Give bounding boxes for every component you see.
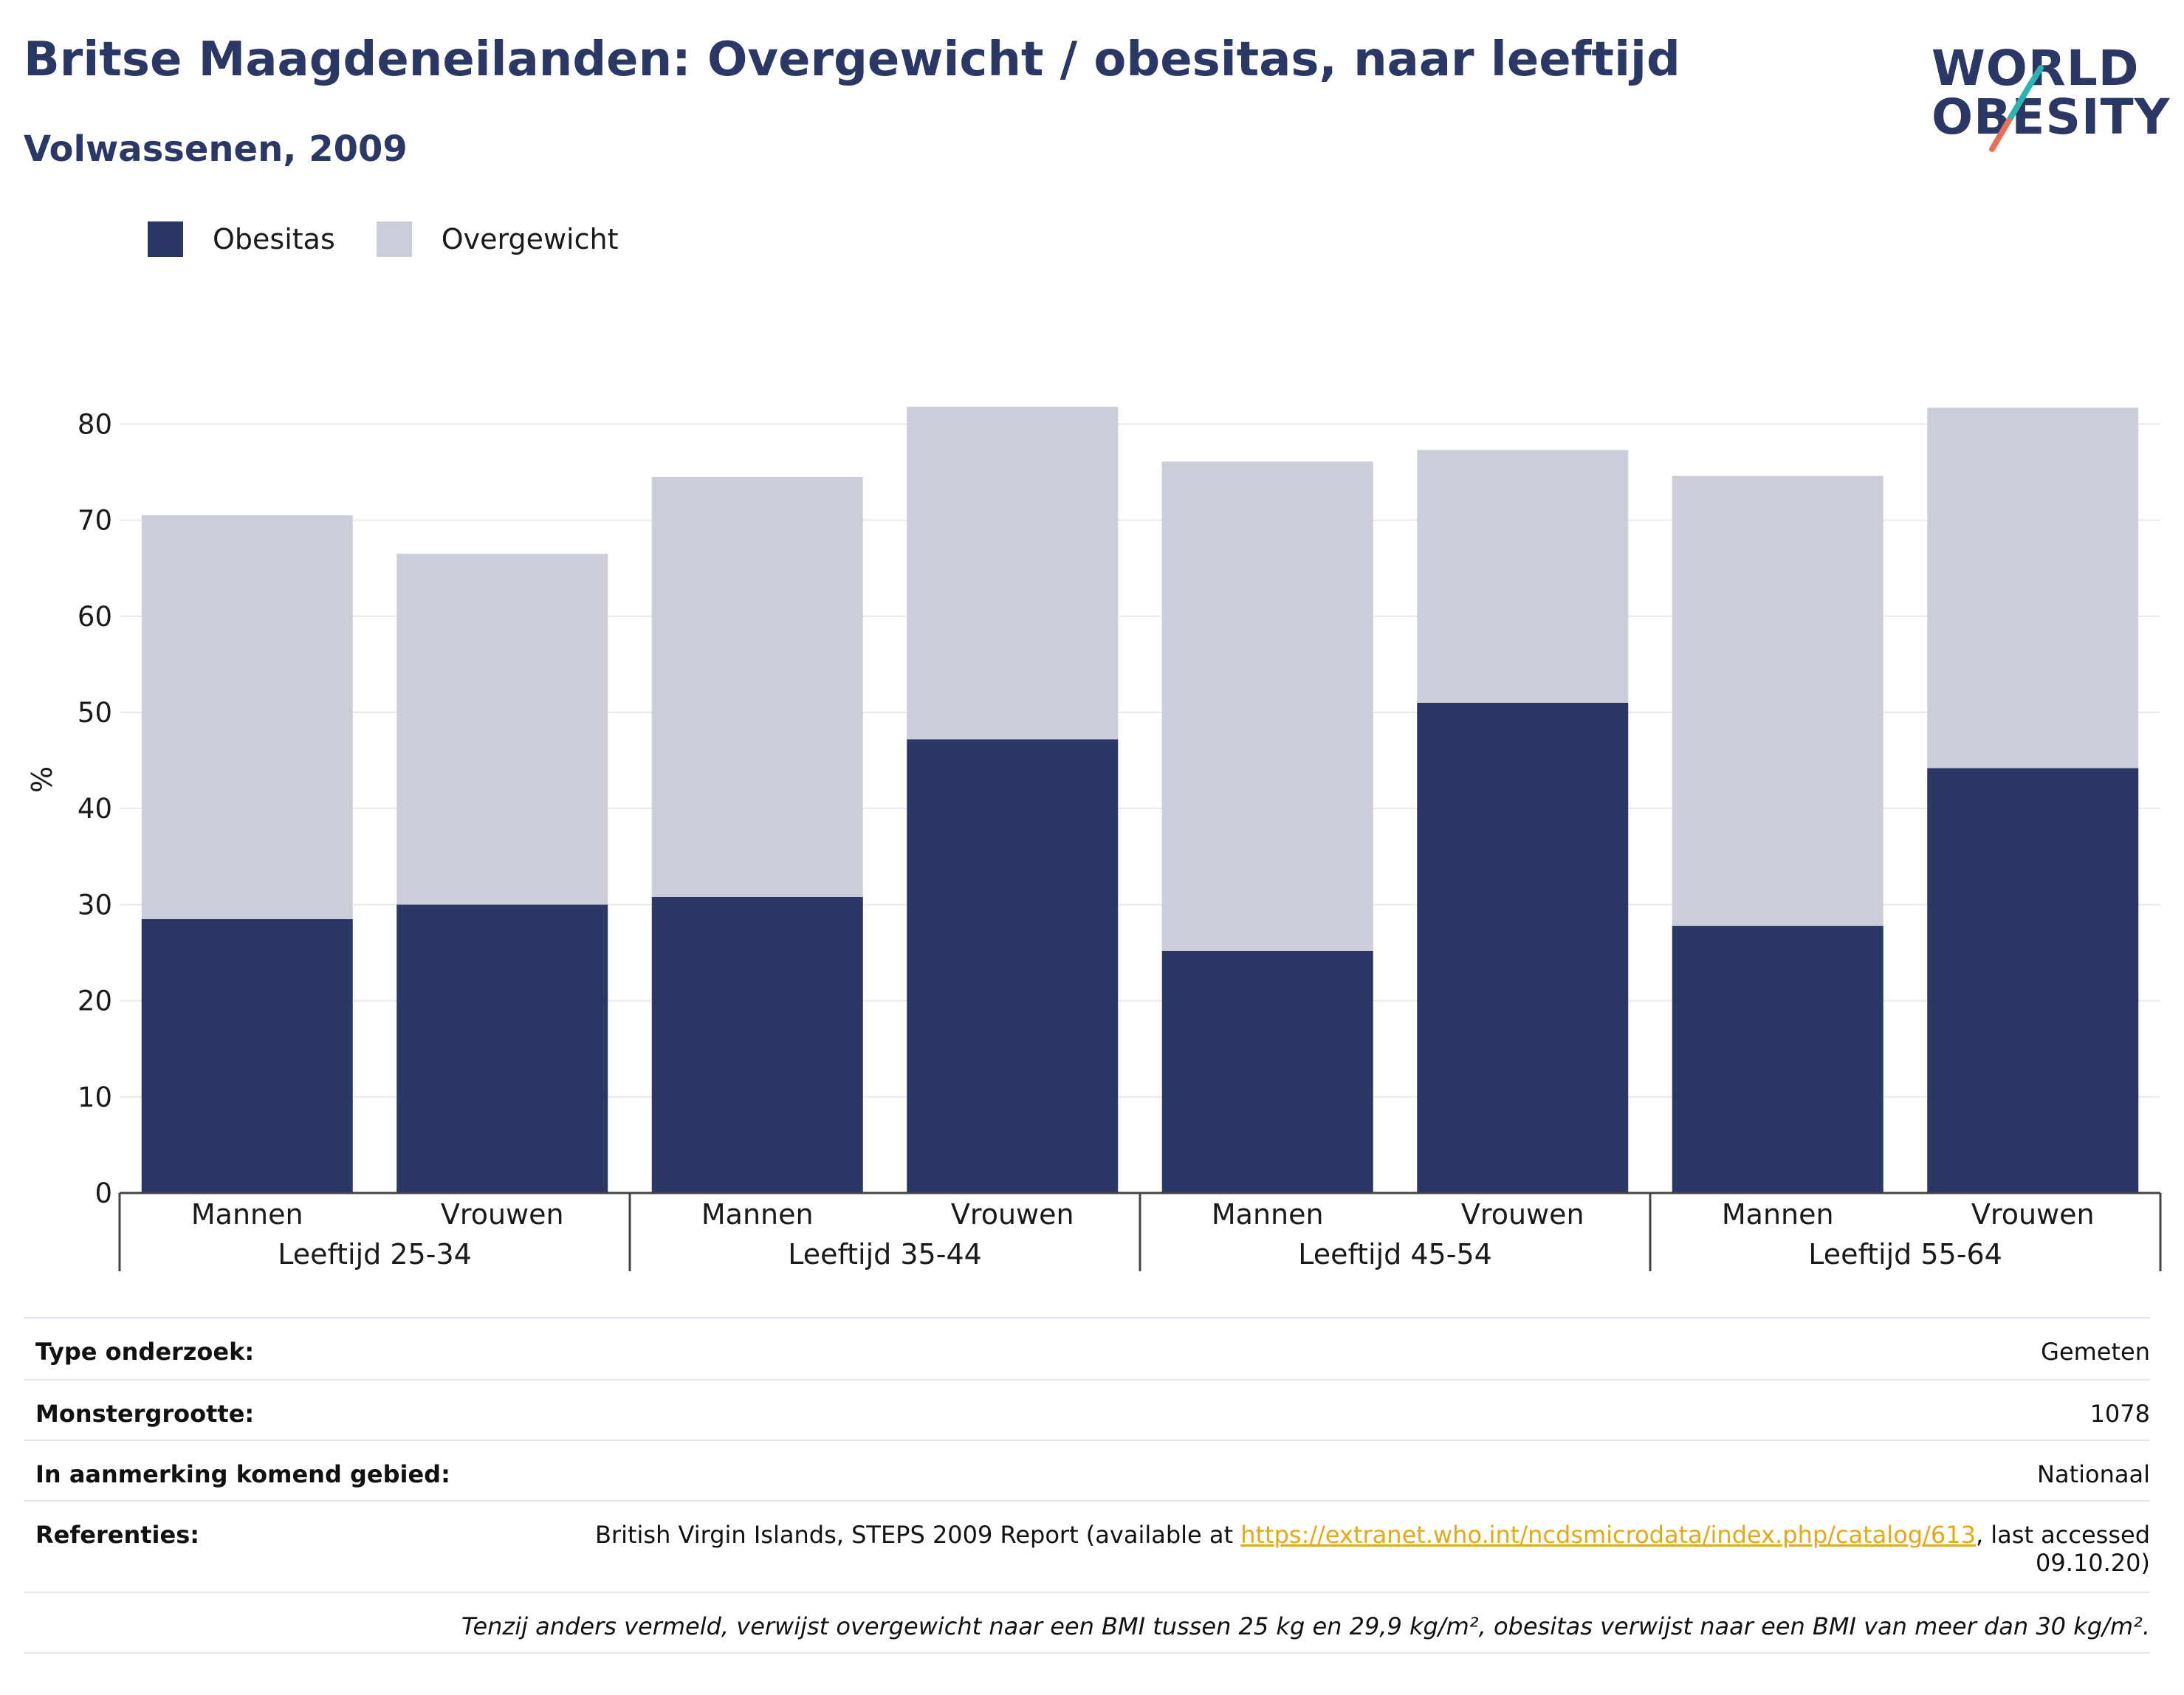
reference-text-line2: 09.10.20)	[2036, 1549, 2150, 1577]
x-category-label: Mannen	[191, 1198, 303, 1231]
x-category-label: Vrouwen	[441, 1198, 564, 1231]
y-tick-label: 60	[78, 601, 112, 633]
info-row-note: Tenzij anders vermeld, verwijst overgewi…	[24, 1592, 2150, 1654]
reference-text-before: British Virgin Islands, STEPS 2009 Repor…	[594, 1521, 1241, 1549]
bar-obesitas	[396, 904, 608, 1193]
info-row-area: In aanmerking komend gebied: Nationaal	[24, 1440, 2150, 1500]
info-value: 1078	[2089, 1400, 2150, 1428]
bar-overgewicht	[1161, 461, 1373, 951]
bar-overgewicht	[1927, 408, 2139, 769]
legend-swatch-overgewicht	[376, 221, 412, 257]
info-label: Type onderzoek:	[35, 1338, 255, 1366]
x-category-label: Mannen	[1212, 1198, 1324, 1231]
survey-info-table: Type onderzoek: Gemeten Monstergrootte: …	[24, 1317, 2150, 1654]
legend-item-obesitas[interactable]: Obesitas	[148, 221, 335, 257]
x-category-label: Vrouwen	[1971, 1198, 2095, 1231]
legend-item-overgewicht[interactable]: Overgewicht	[376, 221, 619, 257]
reference-link[interactable]: https://extranet.who.int/ncdsmicrodata/i…	[1240, 1521, 1976, 1549]
y-tick-label: 0	[95, 1177, 112, 1209]
info-row-sample-size: Monstergrootte: 1078	[24, 1379, 2150, 1440]
y-tick-label: 20	[78, 986, 112, 1017]
bar-obesitas	[1672, 926, 1883, 1193]
definition-note: Tenzij anders vermeld, verwijst overgewi…	[461, 1612, 2150, 1640]
legend-label-obesitas: Obesitas	[213, 223, 335, 255]
page-title: Britse Maagdeneilanden: Overgewicht / ob…	[24, 32, 1680, 87]
x-group-label: Leeftijd 35-44	[788, 1238, 982, 1271]
bar-obesitas	[1927, 768, 2139, 1193]
bar-obesitas	[141, 918, 353, 1193]
reference-text-after: , last accessed	[1975, 1521, 2150, 1549]
y-tick-label: 70	[78, 505, 112, 537]
x-group-label: Leeftijd 55-64	[1808, 1238, 2002, 1271]
legend-swatch-obesitas	[148, 221, 183, 257]
page-subtitle: Volwassenen, 2009	[24, 128, 408, 170]
x-group-label: Leeftijd 45-54	[1298, 1238, 1492, 1271]
bar-obesitas	[1161, 950, 1373, 1193]
x-category-label: Mannen	[1722, 1198, 1834, 1231]
bar-overgewicht	[1417, 450, 1629, 703]
x-group-label: Leeftijd 25-34	[278, 1238, 472, 1271]
legend-label-overgewicht: Overgewicht	[441, 223, 619, 255]
info-label: Monstergrootte:	[35, 1400, 255, 1428]
info-row-references: Referenties: British Virgin Islands, STE…	[24, 1500, 2150, 1592]
bar-overgewicht	[651, 477, 863, 897]
x-category-label: Vrouwen	[1461, 1198, 1584, 1231]
info-value: Nationaal	[2037, 1460, 2150, 1488]
logo-line-1: WORLD	[1931, 40, 2140, 97]
y-tick-label: 10	[78, 1082, 112, 1113]
bar-overgewicht	[141, 515, 353, 919]
y-tick-label: 80	[78, 408, 112, 440]
info-label: Referenties:	[35, 1521, 200, 1549]
info-value: Gemeten	[2041, 1338, 2150, 1366]
x-category-label: Vrouwen	[951, 1198, 1074, 1231]
logo-line-2: OBESITY	[1931, 89, 2171, 145]
logo-slash-icon	[1989, 65, 2044, 152]
info-row-type: Type onderzoek: Gemeten	[24, 1317, 2150, 1379]
y-tick-label: 30	[78, 889, 112, 921]
y-tick-label: 40	[78, 793, 112, 825]
bar-obesitas	[907, 739, 1119, 1193]
bar-overgewicht	[907, 406, 1119, 740]
reference-text: British Virgin Islands, STEPS 2009 Repor…	[595, 1521, 2150, 1577]
chart-legend: Obesitas Overgewicht	[148, 219, 660, 260]
bar-overgewicht	[1672, 475, 1883, 926]
y-tick-label: 50	[78, 697, 112, 729]
y-axis-label: %	[26, 766, 58, 793]
bar-overgewicht	[396, 554, 608, 905]
stacked-bar-chart: 0 10 20 30 40 50 60 70 80% Mannen Vrouwen Mannen Vro…	[26, 406, 2162, 1271]
info-label: In aanmerking komend gebied:	[35, 1460, 450, 1488]
x-category-label: Mannen	[701, 1198, 814, 1231]
world-obesity-logo: WORLD OBESITY	[1920, 30, 2171, 162]
bar-obesitas	[651, 896, 863, 1193]
bar-obesitas	[1417, 702, 1629, 1193]
